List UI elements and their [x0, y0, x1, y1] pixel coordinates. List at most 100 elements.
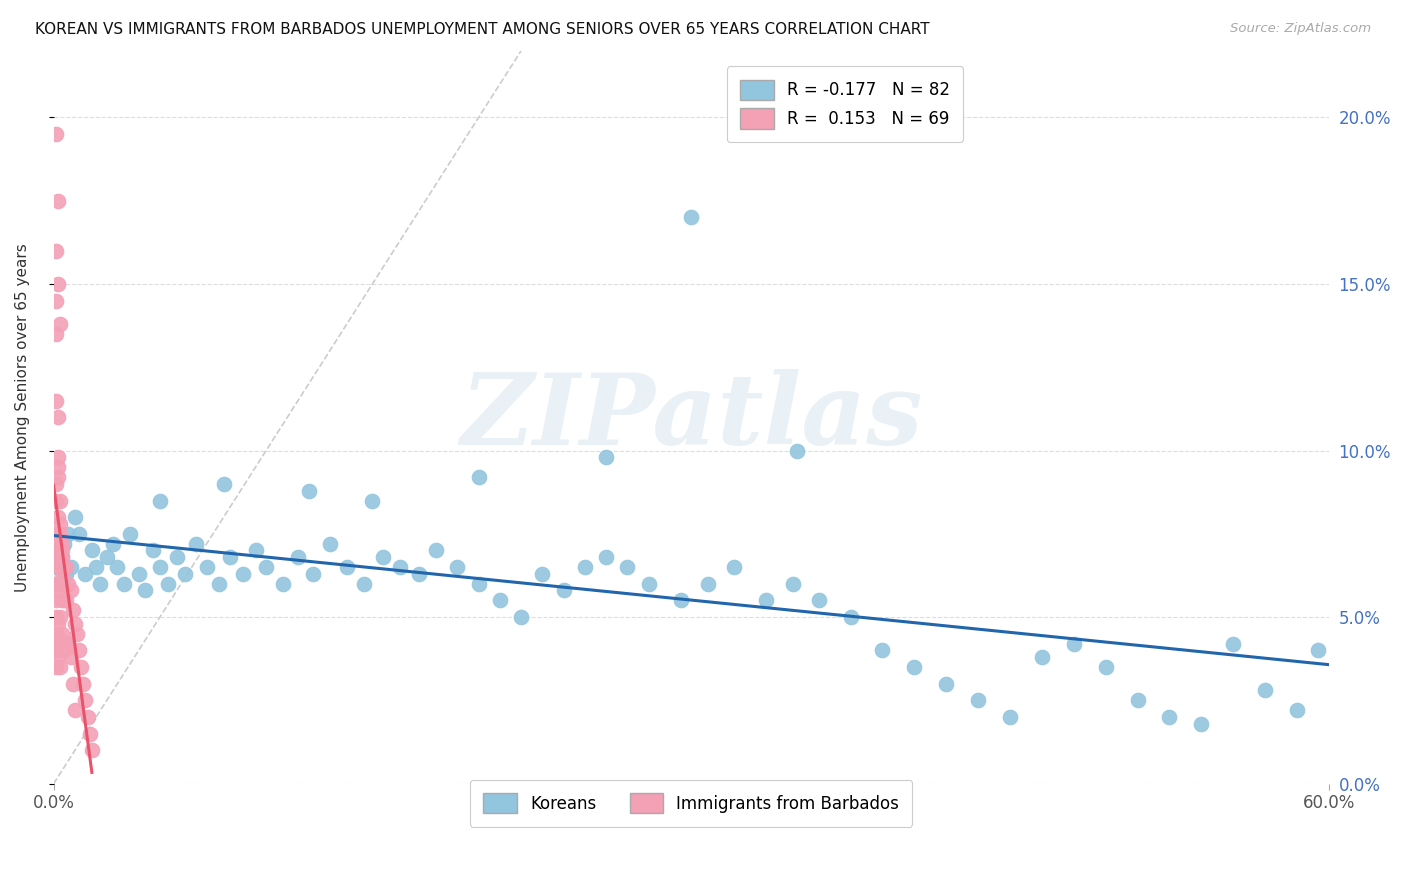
- Point: [59, 560, 82, 574]
- Point: [63, 616, 86, 631]
- Point: [319, 537, 342, 551]
- Point: [149, 560, 172, 574]
- Point: [46, 543, 69, 558]
- Point: [46, 616, 69, 631]
- Point: [45, 610, 67, 624]
- Point: [46, 470, 69, 484]
- Point: [287, 550, 309, 565]
- Point: [45, 127, 67, 141]
- Point: [45, 393, 67, 408]
- Point: [425, 543, 447, 558]
- Point: [112, 576, 135, 591]
- Point: [1222, 637, 1244, 651]
- Point: [723, 560, 745, 574]
- Point: [45, 560, 67, 574]
- Point: [212, 476, 235, 491]
- Point: [166, 550, 188, 565]
- Point: [55, 560, 77, 574]
- Point: [46, 277, 69, 291]
- Point: [157, 576, 180, 591]
- Point: [195, 560, 218, 574]
- Point: [63, 703, 86, 717]
- Point: [697, 576, 720, 591]
- Point: [55, 593, 77, 607]
- Point: [669, 593, 692, 607]
- Point: [84, 560, 107, 574]
- Point: [67, 643, 90, 657]
- Point: [62, 677, 84, 691]
- Point: [66, 627, 89, 641]
- Point: [46, 637, 69, 651]
- Point: [53, 593, 76, 607]
- Point: [595, 550, 617, 565]
- Point: [49, 660, 72, 674]
- Point: [1308, 643, 1330, 657]
- Point: [208, 576, 231, 591]
- Point: [59, 650, 82, 665]
- Point: [353, 576, 375, 591]
- Point: [1254, 683, 1277, 698]
- Point: [49, 493, 72, 508]
- Text: ZIPatlas: ZIPatlas: [460, 369, 922, 466]
- Point: [361, 493, 384, 508]
- Point: [45, 576, 67, 591]
- Point: [553, 583, 575, 598]
- Point: [616, 560, 638, 574]
- Point: [371, 550, 394, 565]
- Point: [839, 610, 862, 624]
- Point: [967, 693, 990, 707]
- Point: [467, 470, 489, 484]
- Point: [76, 710, 98, 724]
- Point: [786, 443, 808, 458]
- Point: [79, 727, 101, 741]
- Point: [70, 660, 93, 674]
- Point: [49, 560, 72, 574]
- Point: [531, 566, 554, 581]
- Point: [298, 483, 321, 498]
- Point: [59, 583, 82, 598]
- Point: [51, 627, 73, 641]
- Point: [149, 493, 172, 508]
- Point: [681, 211, 703, 225]
- Point: [45, 660, 67, 674]
- Point: [45, 476, 67, 491]
- Point: [46, 460, 69, 475]
- Point: [595, 450, 617, 465]
- Text: Source: ZipAtlas.com: Source: ZipAtlas.com: [1230, 22, 1371, 36]
- Point: [1063, 637, 1085, 651]
- Point: [935, 677, 957, 691]
- Point: [254, 560, 277, 574]
- Point: [46, 410, 69, 425]
- Point: [1094, 660, 1116, 674]
- Point: [45, 526, 67, 541]
- Point: [45, 493, 67, 508]
- Point: [63, 510, 86, 524]
- Point: [55, 637, 77, 651]
- Point: [46, 510, 69, 524]
- Legend: Koreans, Immigrants from Barbados: Koreans, Immigrants from Barbados: [470, 780, 912, 827]
- Point: [302, 566, 325, 581]
- Point: [49, 610, 72, 624]
- Point: [49, 576, 72, 591]
- Point: [58, 526, 80, 541]
- Point: [45, 537, 67, 551]
- Point: [105, 560, 128, 574]
- Point: [45, 326, 67, 341]
- Point: [67, 526, 90, 541]
- Point: [45, 627, 67, 641]
- Point: [58, 576, 80, 591]
- Point: [184, 537, 207, 551]
- Point: [51, 593, 73, 607]
- Point: [80, 543, 103, 558]
- Point: [46, 550, 69, 565]
- Point: [101, 537, 124, 551]
- Point: [53, 643, 76, 657]
- Point: [120, 526, 142, 541]
- Point: [1126, 693, 1149, 707]
- Point: [89, 576, 111, 591]
- Point: [80, 743, 103, 757]
- Point: [49, 576, 72, 591]
- Point: [574, 560, 596, 574]
- Point: [998, 710, 1021, 724]
- Point: [1159, 710, 1181, 724]
